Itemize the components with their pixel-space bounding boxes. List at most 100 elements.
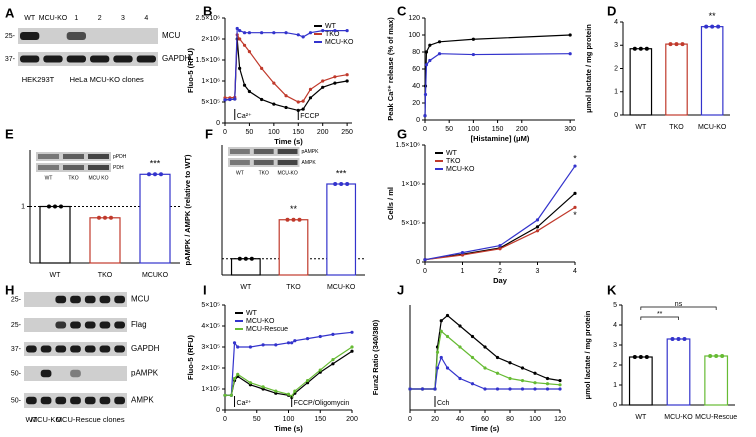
data-point xyxy=(545,387,550,391)
inset-lane-label: MCU-KO xyxy=(277,170,297,176)
data-point xyxy=(284,31,288,35)
data-point xyxy=(301,107,305,111)
y-tick-label: 2×10⁶ xyxy=(201,36,220,43)
data-point xyxy=(296,33,300,37)
y-tick-label: 1 xyxy=(21,203,25,210)
y-tick-label: 80 xyxy=(412,49,420,56)
bar-dot xyxy=(680,42,685,47)
y-tick-label: 0 xyxy=(614,112,618,119)
series-line xyxy=(424,206,576,261)
panel-letter: K xyxy=(607,282,617,297)
blot-band xyxy=(70,321,81,329)
blot-band xyxy=(99,321,111,329)
panel-letter: F xyxy=(205,126,213,141)
data-point xyxy=(238,29,242,33)
blot-band xyxy=(40,345,52,353)
data-point xyxy=(296,100,300,104)
series-line xyxy=(424,53,571,116)
blot-band xyxy=(26,396,37,405)
data-point xyxy=(260,31,264,35)
blot-band xyxy=(40,369,52,378)
bar-dot xyxy=(249,256,254,261)
data-point xyxy=(308,87,313,91)
x-tick-label: 100 xyxy=(529,416,541,423)
inset-lane-label: TKO xyxy=(68,175,78,181)
data-point xyxy=(428,43,432,47)
data-point xyxy=(437,52,442,56)
data-point xyxy=(318,368,322,372)
blot-band xyxy=(114,345,125,353)
data-point xyxy=(232,376,237,381)
bar-dot xyxy=(714,354,719,358)
y-tick-label: 120 xyxy=(408,15,420,22)
x-axis-label: Day xyxy=(493,276,508,285)
inset-band xyxy=(88,154,109,159)
x-tick-label: 150 xyxy=(292,129,304,136)
data-point xyxy=(424,63,429,67)
data-point xyxy=(233,97,237,101)
inset-lane-label: WT xyxy=(236,170,244,176)
legend-label: MCU-KO xyxy=(325,39,354,46)
x-tick-label: MCU-KO xyxy=(698,124,727,131)
data-point xyxy=(345,79,349,83)
blot-band xyxy=(113,55,133,63)
panel-letter: J xyxy=(397,282,404,297)
bar-dot xyxy=(333,182,338,186)
inset-band xyxy=(88,165,109,170)
blot-band xyxy=(99,396,111,405)
inset-band xyxy=(63,165,84,170)
x-tick-label: WT xyxy=(635,414,647,421)
inset-band xyxy=(253,160,274,165)
legend-label: WT xyxy=(246,310,258,317)
data-point xyxy=(333,81,337,85)
bar-dot xyxy=(668,42,673,47)
lane-label: 1 xyxy=(74,15,78,22)
data-point xyxy=(223,98,227,102)
x-tick-label: 200 xyxy=(317,129,329,136)
mw-marker: 37- xyxy=(11,346,22,353)
legend-label: TKO xyxy=(446,158,461,165)
x-tick-label: 50 xyxy=(445,126,453,133)
bar xyxy=(230,258,261,276)
x-axis-label: [Histamine] (μM) xyxy=(471,134,530,143)
data-point xyxy=(272,31,276,35)
series-line xyxy=(410,356,560,390)
bar-dot xyxy=(708,354,713,358)
lane-label: WT xyxy=(24,15,36,22)
event-label: FCCP xyxy=(300,113,319,120)
y-tick-label: 5×10⁵ xyxy=(401,220,420,227)
data-point xyxy=(471,52,475,57)
y-tick-label: 4 xyxy=(613,322,617,329)
y-tick-label: 3×10⁵ xyxy=(201,344,220,351)
y-tick-label: 2.5×10⁶ xyxy=(196,15,221,22)
panel-letter: H xyxy=(5,282,14,297)
bar xyxy=(666,338,691,406)
x-tick-label: 4 xyxy=(573,268,577,275)
x-tick-label: 80 xyxy=(506,416,514,423)
y-axis-label: Fura2 Ratio (340/380) xyxy=(371,319,380,395)
data-point xyxy=(293,339,297,343)
data-point xyxy=(318,334,322,339)
x-tick-label: 60 xyxy=(481,416,489,423)
inset-lane-label: TKO xyxy=(259,170,269,176)
data-point xyxy=(321,85,325,89)
x-tick-label: TKO xyxy=(98,272,113,279)
bar xyxy=(326,183,357,276)
data-point xyxy=(483,366,487,370)
data-point xyxy=(305,337,310,341)
bar-dot xyxy=(632,355,637,359)
significance: * xyxy=(573,153,577,163)
row-label: pAMPK xyxy=(131,369,159,378)
mw-marker: 50- xyxy=(11,370,22,377)
data-point xyxy=(423,114,427,118)
inset-band xyxy=(277,149,298,154)
data-point xyxy=(435,366,440,370)
y-tick-label: 1×10⁵ xyxy=(201,386,220,393)
x-tick-label: 20 xyxy=(431,416,439,423)
x-tick-label: MCU-KO xyxy=(327,284,356,291)
y-tick-label: 0 xyxy=(216,407,220,414)
data-point xyxy=(301,99,305,103)
bar-dot xyxy=(632,46,637,51)
row-label: GAPDH xyxy=(162,54,191,63)
